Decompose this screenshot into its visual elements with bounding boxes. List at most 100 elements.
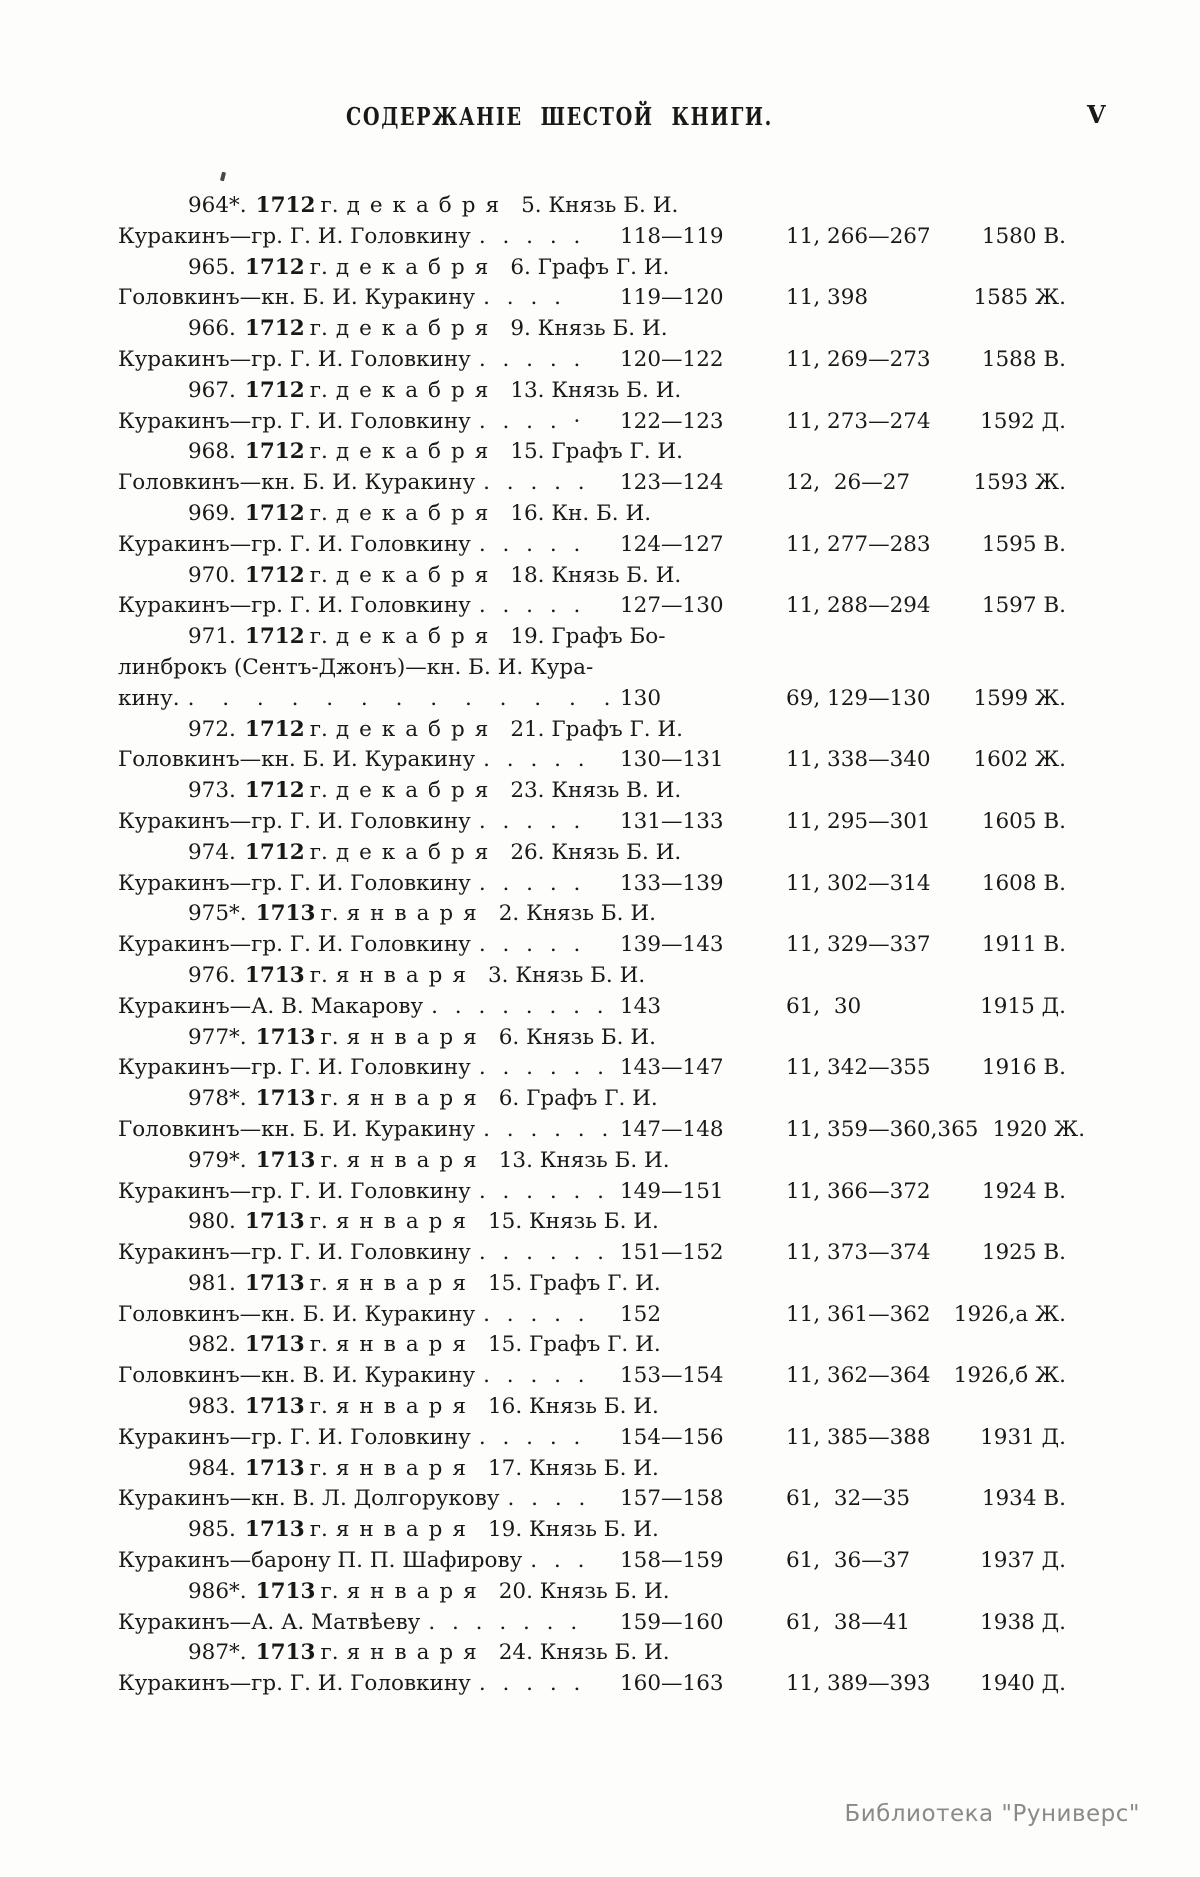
page-range: 147—148 bbox=[620, 1116, 724, 1142]
entry-reference-line: Куракинъ—А. А. Матвѣеву . . . . . . . 159—… bbox=[118, 1608, 1066, 1639]
correspondents: Головкинъ—кн. Б. И. Куракину bbox=[118, 470, 476, 496]
page-range: 120—122 bbox=[620, 346, 724, 372]
entry-number: 982. bbox=[188, 1332, 236, 1358]
volume-pages: 61, 32—35 bbox=[786, 1486, 911, 1512]
archive-number: 1934 В. bbox=[981, 1486, 1066, 1512]
entry-heading-line: 966. 1712 г. декабря 9. Князь Б. И. bbox=[118, 314, 1066, 345]
entry-month: декабря bbox=[335, 839, 499, 865]
entry-year: 1713 bbox=[244, 1270, 305, 1296]
entry-main-cell: Куракинъ—гр. Г. И. Головкину . . . . . 160… bbox=[118, 1669, 738, 1700]
entry-year-suffix: г. bbox=[309, 1455, 328, 1481]
entry-reference-line: Головкинъ—кн. Б. И. Куракину . . . . 119—1… bbox=[118, 283, 1066, 314]
entry-day-author: 2. Князь Б. И. bbox=[498, 901, 656, 927]
entry-reference-line: Куракинъ—гр. Г. И. Головкину . . . . . . 1… bbox=[118, 1177, 1066, 1208]
entry-reference-line: Головкинъ—кн. Б. И. Куракину . . . . . . 1… bbox=[118, 1115, 1085, 1146]
entry-day-author: 6. Князь Б. И. bbox=[498, 1024, 656, 1050]
volume-pages: 11, 389—393 bbox=[786, 1671, 931, 1697]
volume-pages: 11, 302—314 bbox=[786, 870, 931, 896]
entry-day-author: 15. Графъ Г. И. bbox=[487, 1332, 661, 1358]
entry-main-cell: Куракинъ—барону П. П. Шафирову . . . 158—1… bbox=[118, 1546, 738, 1577]
entry-month: декабря bbox=[335, 500, 499, 526]
archive-number: 1931 Д. bbox=[980, 1424, 1066, 1450]
entry-main-cell: Куракинъ—гр. Г. И. Головкину . . . . . 139… bbox=[118, 930, 738, 961]
entry-number: 973. bbox=[188, 778, 236, 804]
correspondents: Куракинъ—гр. Г. И. Головкину bbox=[118, 408, 471, 434]
entry-day-author: 23. Князь В. И. bbox=[510, 778, 682, 804]
entry-year: 1713 bbox=[255, 1024, 316, 1050]
entry-day-author: 24. Князь Б. И. bbox=[498, 1640, 670, 1666]
entry-month: декабря bbox=[335, 716, 499, 742]
dot-leader: . . . . . . bbox=[478, 1240, 604, 1266]
entry-day-author: 6. Графъ Г. И. bbox=[510, 254, 670, 280]
page-range: 152 bbox=[620, 1301, 662, 1327]
archive-number: 1916 В. bbox=[981, 1055, 1066, 1081]
entry-month: января bbox=[335, 1455, 476, 1481]
entry-month: декабря bbox=[346, 193, 510, 218]
entry-month: января bbox=[335, 1332, 476, 1358]
entry-main-cell: кину. . . . . . . . . . . . . . . . . . 13… bbox=[118, 684, 738, 715]
entry-heading-line: 986*. 1713 г. января 20. Князь Б. И. bbox=[118, 1577, 1066, 1608]
entry-year: 1713 bbox=[244, 1517, 305, 1543]
entry-day-author: 21. Графъ Г. И. bbox=[510, 716, 683, 742]
entry-year: 1713 bbox=[244, 1332, 305, 1358]
entry-year: 1712 bbox=[244, 439, 305, 465]
correspondents: Куракинъ—гр. Г. И. Головкину bbox=[118, 593, 471, 619]
entry-main-cell: Куракинъ—гр. Г. И. Головкину . . . . . 118… bbox=[118, 222, 738, 253]
archive-number: 1925 В. bbox=[981, 1240, 1066, 1266]
correspondents: Куракинъ—гр. Г. И. Головкину bbox=[118, 808, 471, 834]
archive-number: 1915 Д. bbox=[980, 993, 1066, 1019]
entry-month: января bbox=[346, 1024, 487, 1050]
entry-year: 1713 bbox=[255, 1086, 316, 1112]
entry-day-author: 19. Графъ Бо- bbox=[510, 624, 666, 650]
entry-continuation-text: линброкъ (Сентъ-Джонъ)—кн. Б. И. Кура- bbox=[118, 654, 594, 680]
entry-day-author: 3. Князь Б. И. bbox=[487, 962, 646, 988]
entry-heading-line: 973. 1712 г. декабря 23. Князь В. И. bbox=[118, 776, 1066, 807]
dot-leader: . . . . . . . bbox=[428, 1609, 578, 1635]
dot-leader: . . . . . . bbox=[478, 1178, 604, 1204]
entry-day-author: 9. Князь Б. И. bbox=[510, 316, 668, 342]
dot-leader: . . . . . . bbox=[483, 1116, 609, 1142]
dot-leader: . . . . . bbox=[478, 593, 581, 619]
entry-main-cell: Головкинъ—кн. Б. И. Куракину . . . . . . 1… bbox=[118, 1115, 738, 1146]
page-range: 118—119 bbox=[620, 223, 724, 249]
entry-day-author: 18. Князь Б. И. bbox=[510, 562, 682, 588]
entry-main-cell: Головкинъ—кн. Б. И. Куракину . . . . . 123… bbox=[118, 468, 738, 499]
volume-pages: 11, 385—388 bbox=[786, 1424, 931, 1450]
correspondents: Куракинъ—гр. Г. И. Головкину bbox=[118, 1240, 471, 1266]
entry-number: 985. bbox=[188, 1517, 236, 1543]
entry-number: 974. bbox=[188, 839, 236, 865]
entry-reference-line: Куракинъ—гр. Г. И. Головкину . . . . . 118… bbox=[118, 222, 1066, 253]
dot-leader: . . . . . bbox=[483, 747, 585, 773]
entry-year: 1712 bbox=[244, 716, 305, 742]
entry-day-author: 16. Князь Б. И. bbox=[487, 1394, 659, 1420]
entry-year-suffix: г. bbox=[309, 1270, 328, 1296]
entry-number: 967. bbox=[188, 377, 236, 403]
archive-number: 1580 В. bbox=[981, 223, 1066, 249]
entry-heading-line: 967. 1712 г. декабря 13. Князь Б. И. bbox=[118, 376, 1066, 407]
entry-year-suffix: г. bbox=[320, 193, 339, 218]
entry-main-cell: Куракинъ—гр. Г. И. Головкину . . . . . . 1… bbox=[118, 1053, 738, 1084]
entry-year-suffix: г. bbox=[309, 624, 328, 650]
entry-main-cell: Куракинъ—А. А. Матвѣеву . . . . . . . 159—… bbox=[118, 1608, 738, 1639]
entry-reference-line: Головкинъ—кн. Б. И. Куракину . . . . . 123… bbox=[118, 468, 1066, 499]
archive-number: 1588 В. bbox=[981, 346, 1066, 372]
entry-reference-line: Куракинъ—гр. Г. И. Головкину . . . . · 122… bbox=[118, 407, 1066, 438]
volume-pages: 11, 295—301 bbox=[786, 808, 931, 834]
entry-reference-line: Головкинъ—кн. В. И. Куракину . . . . . 153… bbox=[118, 1361, 1066, 1392]
entry-main-cell: Головкинъ—кн. Б. И. Куракину . . . . . 152 bbox=[118, 1300, 738, 1331]
correspondents: Куракинъ—А. В. Макарову bbox=[118, 993, 424, 1019]
page-range: 153—154 bbox=[620, 1363, 724, 1389]
entry-year-suffix: г. bbox=[320, 1086, 339, 1112]
entry-year-suffix: г. bbox=[309, 1394, 328, 1420]
entry-year-suffix: г. bbox=[309, 1209, 328, 1235]
correspondents: Куракинъ—гр. Г. И. Головкину bbox=[118, 1178, 471, 1204]
entry-day-author: 13. Князь Б. И. bbox=[510, 377, 682, 403]
entry-year: 1712 bbox=[244, 839, 305, 865]
entry-month: января bbox=[346, 1086, 487, 1112]
entry-number: 984. bbox=[188, 1455, 236, 1481]
page-range: 160—163 bbox=[620, 1671, 724, 1697]
volume-pages: 61, 38—41 bbox=[786, 1609, 911, 1635]
entry-heading-line: 984. 1713 г. января 17. Князь Б. И. bbox=[118, 1454, 1066, 1485]
entry-month: января bbox=[335, 1394, 476, 1420]
